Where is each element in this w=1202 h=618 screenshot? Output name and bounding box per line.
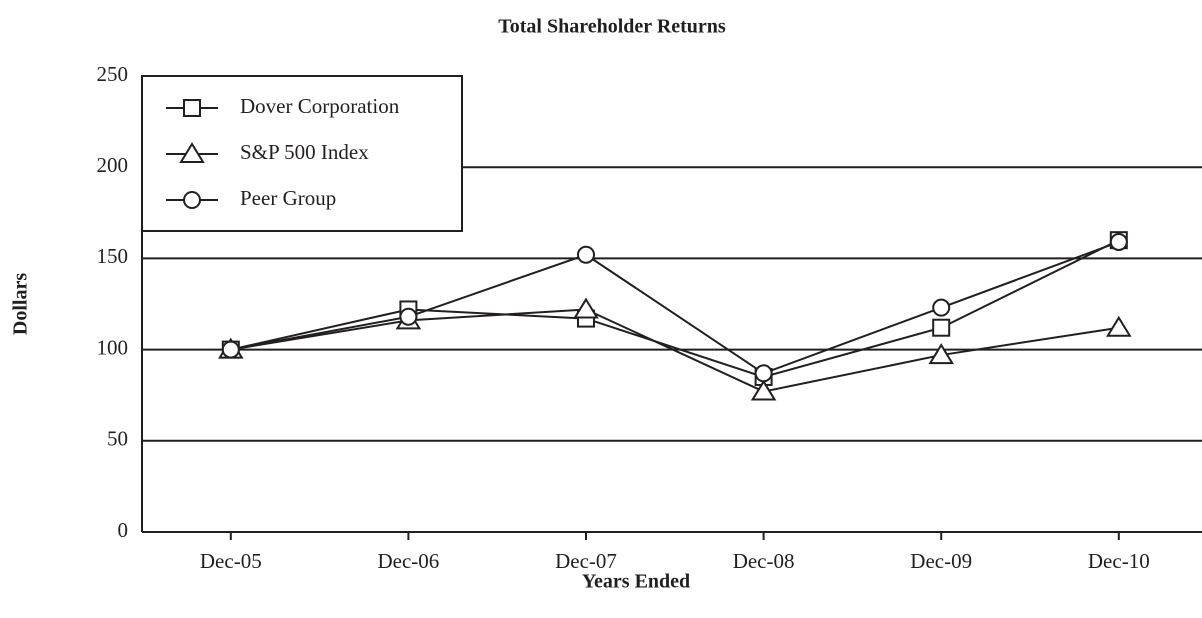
marker: [221, 340, 240, 359]
marker: [928, 343, 954, 365]
marker: [183, 99, 201, 117]
x-tick-label: Dec-08: [733, 549, 795, 573]
legend-label: S&P 500 Index: [240, 140, 369, 164]
x-axis-label: Years Ended: [582, 571, 690, 593]
series-line: [230, 239, 1120, 379]
y-tick-label: 100: [97, 335, 129, 359]
marker: [1109, 232, 1128, 251]
legend-label: Dover Corporation: [240, 94, 400, 118]
marker: [179, 142, 205, 163]
chart-title: Total Shareholder Returns: [498, 16, 726, 38]
y-tick-label: 50: [107, 427, 128, 451]
marker: [932, 318, 951, 337]
x-tick-label: Dec-05: [200, 549, 262, 573]
marker: [750, 379, 777, 401]
marker: [399, 307, 418, 326]
series-line: [230, 241, 1120, 375]
marker: [1106, 315, 1132, 337]
x-tick-label: Dec-07: [555, 549, 617, 573]
y-tick-label: 0: [118, 518, 129, 542]
legend-label: Peer Group: [240, 186, 336, 210]
y-tick-label: 200: [97, 153, 129, 177]
marker: [183, 191, 201, 209]
y-axis-label: Dollars: [10, 273, 32, 335]
y-tick-label: 150: [97, 244, 129, 268]
marker: [573, 297, 599, 319]
marker: [932, 298, 951, 317]
x-tick-label: Dec-06: [377, 549, 439, 573]
x-tick-label: Dec-09: [910, 549, 972, 573]
y-tick-label: 250: [97, 62, 129, 86]
marker: [577, 245, 595, 264]
series-line: [230, 308, 1119, 393]
x-tick-label: Dec-10: [1088, 549, 1150, 573]
marker: [754, 364, 773, 383]
